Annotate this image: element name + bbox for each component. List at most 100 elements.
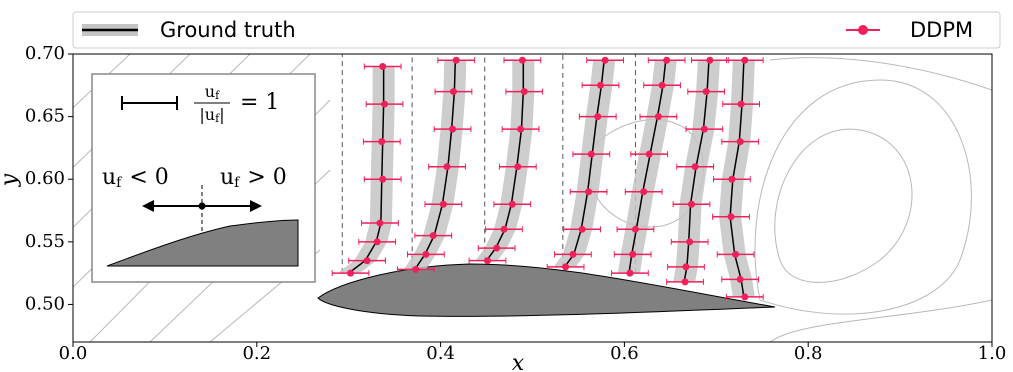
scale-den-end: | [219,105,224,124]
ddpm-point [520,88,528,96]
ddpm-point [429,232,437,240]
ddpm-point [658,81,666,89]
ddpm-point [347,269,355,277]
ddpm-point [654,113,662,121]
scale-den-sub: f [215,112,220,125]
ddpm-point [594,113,602,121]
ddpm-point [585,188,593,196]
ddpm-point [412,265,420,273]
ddpm-point [727,213,735,221]
scale-rest: = 1 [240,90,279,115]
ddpm-point [629,250,637,258]
x-tick-label: 1.0 [978,343,1007,364]
ddpm-point [569,250,577,258]
y-axis-label: y [0,173,22,187]
plot-frame [72,53,993,343]
ddpm-point [578,225,586,233]
y-tick-label: 0.55 [25,231,65,252]
ddpm-point [439,200,447,208]
ddpm-point [691,163,699,171]
truth-line [628,60,667,274]
ddpm-point [517,125,525,133]
inset-airfoil [106,219,299,267]
neg-sub: f [116,175,123,191]
truth-band [475,60,535,261]
ddpm-point [587,150,595,158]
ddpm-point [741,293,749,301]
truth-band [673,60,720,282]
ddpm-point [737,100,745,108]
legend: Ground truth DDPM [72,11,1001,49]
ddpm-point [508,200,516,208]
truth-line [683,60,710,283]
ddpm-point [640,188,648,196]
legend-label: DDPM [910,18,973,42]
truth-band [403,60,467,270]
legend-marker [858,25,868,35]
ddpm-point [449,88,457,96]
ddpm-point [379,175,387,183]
ddpm-point [518,56,526,64]
ddpm-point [379,63,387,71]
ddpm-point [706,56,714,64]
ddpm-point [702,88,710,96]
airfoil [317,263,776,317]
ddpm-point [562,263,570,271]
ddpm-point [663,56,671,64]
ddpm-point [700,125,708,133]
ddpm-point [681,278,689,286]
scale-num-base: u [205,82,215,101]
legend-label: Ground truth [160,18,296,42]
pos-label: uf > 0 [220,165,287,191]
neg-label: uf < 0 [102,165,169,191]
ddpm-point [682,263,690,271]
y-tick-label: 0.70 [25,43,65,64]
ddpm-point [376,219,384,227]
ddpm-point [597,81,605,89]
inset: uf |uf| = 1 uf < 0 uf > 0 [91,73,316,283]
ddpm-point [687,200,695,208]
ddpm-point [645,150,653,158]
neg-base: u [102,165,116,190]
x-tick-label: 0.8 [794,343,823,364]
ddpm-point [732,250,740,258]
truth-line [729,60,745,298]
ddpm-point [452,56,460,64]
ddpm-point [373,238,381,246]
scale-num: uf [205,82,220,103]
y-tick-label: 0.50 [25,293,65,314]
pos-base: u [220,165,234,190]
x-tick-label: 0.2 [242,343,271,364]
ddpm-point [686,238,694,246]
ddpm-point [728,175,736,183]
x-axis-label: x [512,351,525,372]
scale-den: |uf| [199,105,224,126]
ddpm-point [626,269,634,277]
truth-band [553,60,616,267]
ddpm-point [741,56,749,64]
ddpm-point [449,125,457,133]
y-tick-label: 0.65 [25,106,65,127]
ddpm-point [601,56,609,64]
inset-point [198,202,206,210]
ddpm-point [736,275,744,283]
truth-line [564,60,605,268]
legend-box [72,11,1001,49]
scale-den-base: |u [199,105,215,124]
ddpm-point [493,244,501,252]
y-tick-label: 0.60 [25,168,65,189]
x-tick-label: 0.0 [59,343,88,364]
ddpm-point [443,163,451,171]
arrow-heads [142,200,262,212]
ddpm-point [363,257,371,265]
ddpm-point [500,225,508,233]
plot-marks [331,54,764,301]
pos-sub: f [234,175,241,191]
ddpm-point [631,225,639,233]
pos-rest: > 0 [247,165,286,190]
neg-rest: < 0 [129,165,168,190]
ddpm-point [483,257,491,265]
x-tick-label: 0.4 [426,343,455,364]
ddpm-point [378,138,386,146]
